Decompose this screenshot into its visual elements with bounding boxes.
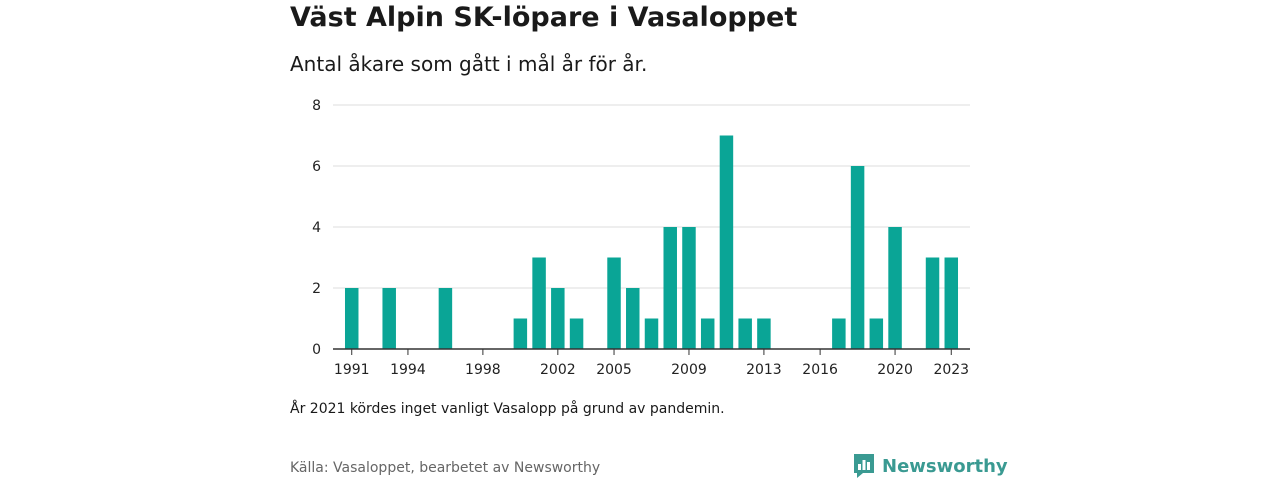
bar	[626, 288, 640, 349]
chart-subtitle: Antal åkare som gått i mål år för år.	[290, 52, 648, 76]
y-tick-label: 8	[312, 98, 321, 114]
x-tick-label: 2009	[671, 362, 707, 378]
bar	[832, 318, 846, 349]
newsworthy-logo: Newsworthy	[852, 453, 1008, 479]
axes: 0 2 4 6 8 1991 1994 1998 2002 2005 2009 2013 2016 202…	[312, 98, 970, 378]
x-tick-label: 2002	[540, 362, 576, 378]
x-tick-label: 2005	[596, 362, 632, 378]
bar	[344, 288, 359, 349]
x-tick-label: 2016	[802, 362, 838, 378]
bar	[944, 257, 959, 349]
bar	[682, 227, 696, 349]
y-tick-label: 6	[312, 159, 321, 175]
bar	[644, 318, 659, 349]
bar-chart: 0 2 4 6 8 1991 1994 1998 2002 2005 2009 2013 2016 202…	[312, 98, 970, 378]
bars	[344, 135, 959, 349]
x-tick-label: 2013	[746, 362, 782, 378]
x-tick-label: 1998	[465, 362, 501, 378]
bar	[663, 227, 677, 349]
bar	[438, 288, 453, 349]
y-tick-label: 0	[312, 342, 321, 358]
chart-note: År 2021 kördes inget vanligt Vasalopp på…	[290, 401, 725, 417]
bar	[925, 257, 940, 349]
bar	[757, 318, 771, 349]
bar	[700, 318, 715, 349]
y-tick-label: 4	[312, 220, 321, 236]
y-tick-label: 2	[312, 281, 321, 297]
chart-title: Väst Alpin SK-löpare i Vasaloppet	[290, 2, 798, 33]
grid-lines	[333, 104, 970, 289]
x-tick-label: 1994	[390, 362, 426, 378]
x-tick-label: 2023	[933, 362, 969, 378]
bar	[607, 257, 621, 349]
bar	[719, 135, 734, 349]
bar	[738, 318, 752, 349]
chart-source: Källa: Vasaloppet, bearbetet av Newswort…	[290, 460, 601, 476]
bar	[569, 318, 584, 349]
logo-text: Newsworthy	[882, 455, 1008, 477]
bar	[513, 318, 528, 349]
bar	[888, 227, 902, 349]
bar	[382, 288, 396, 349]
bar	[532, 257, 546, 349]
x-tick-label: 1991	[334, 362, 370, 378]
newsworthy-logo-icon	[854, 454, 874, 478]
bar	[850, 166, 865, 349]
bar	[869, 318, 884, 349]
x-tick-label: 2020	[877, 362, 913, 378]
bar	[551, 288, 565, 349]
